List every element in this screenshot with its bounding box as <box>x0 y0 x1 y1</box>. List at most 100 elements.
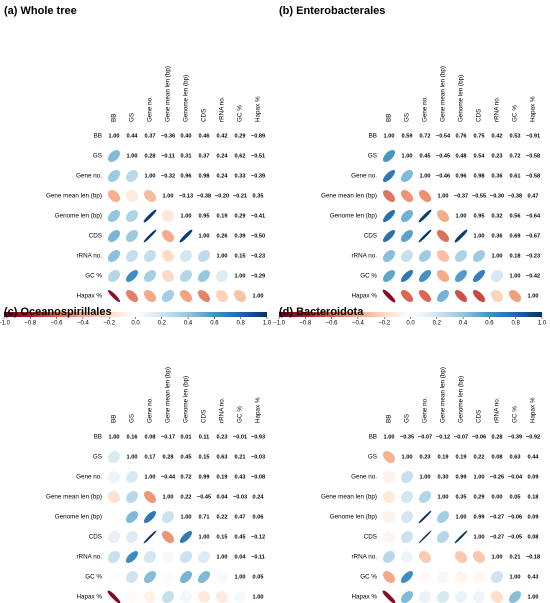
correlation-ellipse <box>197 590 211 603</box>
cell-value: −0.46 <box>436 173 450 179</box>
cell-value: −0.08 <box>251 474 265 480</box>
cell-value: 0.69 <box>510 233 521 239</box>
correlation-ellipse <box>382 169 396 183</box>
colorbar-tick-label: 0.6 <box>210 321 219 327</box>
cell-value: 0.00 <box>492 494 503 500</box>
column-label: CDS <box>201 410 208 423</box>
cell-value: 0.47 <box>235 514 246 520</box>
correlation-ellipse <box>400 209 414 223</box>
correlation-ellipse <box>107 590 121 603</box>
row-label: Hapax % <box>351 594 377 601</box>
column-label: Gene mean len (bp) <box>165 66 172 122</box>
correlation-ellipse <box>125 169 139 183</box>
cell-value: 0.05 <box>253 574 264 580</box>
correlation-ellipse <box>125 189 139 203</box>
cell-value: 1.00 <box>109 133 120 139</box>
cell-value: 1.00 <box>253 594 264 600</box>
row-label: GS <box>93 153 102 160</box>
correlation-ellipse <box>107 510 121 524</box>
colorbar <box>4 312 267 317</box>
cell-value: 0.76 <box>456 133 467 139</box>
column-label: BB <box>386 415 393 423</box>
cell-value: −0.58 <box>526 173 540 179</box>
cell-value: −0.35 <box>400 434 414 440</box>
cell-value: 1.00 <box>510 273 521 279</box>
column-label: GC % <box>512 105 519 122</box>
cell-value: 0.29 <box>474 494 485 500</box>
correlation-ellipse <box>400 530 414 544</box>
cell-value: 0.22 <box>474 454 485 460</box>
correlation-ellipse <box>179 229 193 243</box>
correlation-ellipse <box>400 249 414 263</box>
cell-value: 0.99 <box>474 514 485 520</box>
cell-value: 0.22 <box>181 494 192 500</box>
cell-value: 0.28 <box>145 153 156 159</box>
colorbar-tick-label: 0.8 <box>237 321 246 327</box>
column-label: rRNA no. <box>219 96 226 122</box>
correlation-ellipse <box>143 510 157 524</box>
cell-value: −0.27 <box>490 534 504 540</box>
cell-value: −0.32 <box>161 173 175 179</box>
cell-value: 1.00 <box>528 293 539 299</box>
cell-value: 0.01 <box>181 434 192 440</box>
cell-value: −0.12 <box>251 534 265 540</box>
correlation-ellipse <box>143 590 157 603</box>
colorbar-tick-label: −0.6 <box>326 321 339 327</box>
cell-value: 0.44 <box>528 454 540 460</box>
cell-value: 0.43 <box>235 474 246 480</box>
cell-value: −0.21 <box>233 193 247 199</box>
cell-value: 0.32 <box>492 213 503 219</box>
cell-value: 1.00 <box>510 574 521 580</box>
cell-value: 1.00 <box>402 454 413 460</box>
row-label: Genome len (bp) <box>55 514 102 521</box>
colorbar-tick-label: 0.2 <box>433 321 442 327</box>
column-label: Genome len (bp) <box>458 376 465 423</box>
row-label: Gene no. <box>351 474 377 481</box>
cell-value: 0.19 <box>438 454 449 460</box>
row-label: GS <box>368 454 377 461</box>
correlation-ellipse <box>143 530 157 544</box>
cell-value: 1.00 <box>402 153 413 159</box>
row-label: BB <box>369 133 377 140</box>
correlation-ellipse <box>179 570 193 584</box>
correlation-ellipse <box>418 269 432 283</box>
correlation-ellipse <box>382 510 396 524</box>
column-label: GS <box>404 414 411 423</box>
correlation-ellipse <box>400 229 414 243</box>
cell-value: 1.00 <box>474 534 485 540</box>
cell-value: 1.00 <box>127 153 138 159</box>
correlation-ellipse <box>143 249 157 263</box>
cell-value: −0.07 <box>418 434 432 440</box>
correlation-ellipse <box>382 490 396 504</box>
column-label: GS <box>404 113 411 122</box>
correlation-ellipse <box>161 550 175 564</box>
cell-value: 0.08 <box>528 534 539 540</box>
cell-value: 1.00 <box>384 133 395 139</box>
colorbar-tick-label: −0.4 <box>77 321 90 327</box>
correlation-ellipse <box>400 510 414 524</box>
row-label: CDS <box>364 233 377 240</box>
correlation-ellipse <box>125 269 139 283</box>
row-label: Gene mean len (bp) <box>46 193 102 200</box>
cell-value: 0.36 <box>492 173 503 179</box>
cell-value: 1.00 <box>420 173 431 179</box>
colorbar-tick-label: 0.0 <box>406 321 415 327</box>
correlation-ellipse <box>197 289 211 303</box>
row-label: BB <box>369 434 377 441</box>
cell-value: 0.24 <box>217 153 229 159</box>
correlation-ellipse <box>472 249 486 263</box>
cell-value: −0.93 <box>251 434 265 440</box>
correlation-ellipse <box>143 570 157 584</box>
cell-value: 1.00 <box>492 253 503 259</box>
correlation-ellipse <box>418 249 432 263</box>
cell-value: −0.41 <box>251 213 265 219</box>
cell-value: 0.37 <box>199 153 210 159</box>
correlation-ellipse <box>454 570 468 584</box>
correlation-ellipse <box>436 550 450 564</box>
correlation-ellipse <box>179 530 193 544</box>
cell-value: 0.46 <box>199 133 210 139</box>
column-label: Gene mean len (bp) <box>440 367 447 423</box>
cell-value: 0.35 <box>456 494 467 500</box>
cell-value: 1.00 <box>528 594 539 600</box>
cell-value: 0.30 <box>438 474 449 480</box>
